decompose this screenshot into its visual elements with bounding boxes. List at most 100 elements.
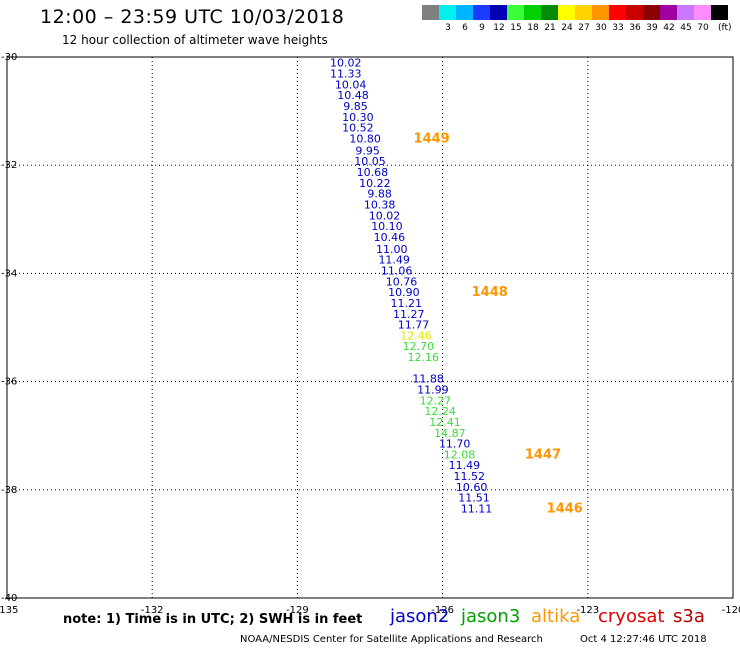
x-tick-label: -123 [576, 605, 599, 616]
wave-height-label: 10.05 [354, 155, 386, 168]
wave-height-label: 11.33 [330, 68, 362, 81]
x-tick-label: -135 [0, 605, 18, 616]
time-label: 1449 [414, 131, 450, 146]
color-scale-label: 36 [629, 23, 641, 33]
color-scale-label: 21 [544, 23, 556, 33]
chart-title: 12:00 – 23:59 UTC 10/03/2018 [40, 6, 345, 28]
wave-height-label: 10.22 [359, 177, 391, 190]
color-scale-swatch [473, 5, 490, 20]
wave-height-label: 10.90 [388, 286, 420, 299]
color-scale-swatch [507, 5, 524, 20]
y-tick-label: -38 [1, 485, 17, 496]
color-scale-label: 24 [561, 23, 573, 33]
wave-height-label: 11.06 [381, 264, 413, 277]
wave-height-label: 12.08 [444, 448, 476, 461]
color-scale-swatch [558, 5, 575, 20]
color-scale-label: 30 [595, 23, 607, 33]
wave-height-label: 14.87 [434, 427, 466, 440]
wave-height-label: 10.68 [357, 166, 389, 179]
wave-height-label: 11.70 [439, 438, 471, 451]
wave-height-label: 11.52 [453, 470, 485, 483]
wave-height-label: 10.04 [335, 78, 367, 91]
wave-height-label: 9.88 [367, 188, 392, 201]
color-scale-swatch [439, 5, 456, 20]
color-scale-swatch [626, 5, 643, 20]
wave-height-label: 11.49 [449, 459, 481, 472]
wave-height-label: 10.02 [330, 57, 362, 70]
color-scale-label: 12 [493, 23, 505, 33]
chart-subtitle: 12 hour collection of altimeter wave hei… [62, 33, 328, 47]
x-tick-label: -129 [286, 605, 309, 616]
color-scale-label: 27 [578, 23, 590, 33]
credit-text: NOAA/NESDIS Center for Satellite Applica… [240, 634, 543, 645]
wave-height-label: 9.95 [355, 144, 380, 157]
mission-legend-item: jason3 [461, 606, 521, 627]
mission-legend-item: s3a [673, 606, 705, 627]
color-scale-swatch [643, 5, 660, 20]
color-scale-swatch [660, 5, 677, 20]
color-scale-swatch [541, 5, 558, 20]
color-scale-swatch [677, 5, 694, 20]
color-scale-swatch [456, 5, 473, 20]
color-scale-swatch [694, 5, 711, 20]
color-scale-label: 33 [612, 23, 624, 33]
wave-height-label: 10.60 [456, 481, 488, 494]
color-scale-label: 42 [663, 23, 675, 33]
color-scale-label: 3 [445, 23, 451, 33]
wave-height-label: 10.76 [386, 275, 418, 288]
wave-height-label: 11.88 [412, 373, 444, 386]
color-scale-label: 39 [646, 23, 658, 33]
wave-height-label: 11.27 [393, 308, 425, 321]
time-label: 1447 [525, 447, 561, 462]
wave-height-label: 12.41 [429, 416, 461, 429]
color-scale-swatch [711, 5, 728, 20]
color-scale-label: 45 [680, 23, 692, 33]
color-scale-label: 70 [697, 23, 709, 33]
time-label: 1448 [472, 285, 508, 300]
y-tick-label: -36 [1, 377, 17, 388]
wave-height-label: 10.48 [337, 89, 369, 102]
color-scale-label: 18 [527, 23, 539, 33]
wave-height-label: 10.10 [371, 220, 403, 233]
wave-height-label: 11.99 [417, 384, 449, 397]
wave-height-label: 11.49 [378, 254, 410, 267]
y-tick-label: -32 [1, 160, 17, 171]
y-tick-label: -34 [1, 268, 17, 279]
y-tick-label: -30 [1, 52, 17, 63]
footer-note: note: 1) Time is in UTC; 2) SWH is in fe… [63, 612, 363, 627]
wave-height-label: 11.00 [376, 243, 408, 256]
mission-legend-item: altika [531, 606, 581, 627]
plot-frame [6, 56, 734, 599]
wave-height-label: 10.30 [342, 111, 374, 124]
color-scale-label: 15 [510, 23, 522, 33]
x-tick-label: -120 [722, 605, 740, 616]
wave-height-label: 12.46 [400, 329, 432, 342]
time-label: 1446 [547, 502, 583, 517]
color-scale-swatch [592, 5, 609, 20]
wave-height-label: 11.51 [458, 492, 490, 505]
x-tick-label: -126 [431, 605, 454, 616]
color-scale-swatch [524, 5, 541, 20]
wave-height-label: 12.70 [403, 340, 435, 353]
color-scale-swatch [422, 5, 439, 20]
wave-height-label: 10.80 [349, 132, 381, 145]
mission-legend-item: jason2 [390, 606, 450, 627]
wave-height-label: 11.11 [461, 503, 493, 516]
color-scale-swatch [575, 5, 592, 20]
color-scale-label: 9 [479, 23, 485, 33]
y-tick-label: -40 [1, 593, 17, 604]
wave-height-label: 10.46 [374, 231, 406, 244]
wave-height-label: 12.16 [407, 351, 439, 364]
wave-height-label: 10.52 [342, 122, 374, 135]
color-scale-units: (ft) [718, 23, 732, 33]
wave-height-label: 11.21 [391, 297, 423, 310]
mission-legend-item: cryosat [598, 606, 665, 627]
color-scale-swatch [490, 5, 507, 20]
wave-height-label: 12.27 [420, 394, 452, 407]
x-tick-label: -132 [141, 605, 164, 616]
wave-height-label: 11.77 [398, 319, 430, 332]
wave-height-label: 12.24 [424, 405, 456, 418]
color-scale-swatch [609, 5, 626, 20]
